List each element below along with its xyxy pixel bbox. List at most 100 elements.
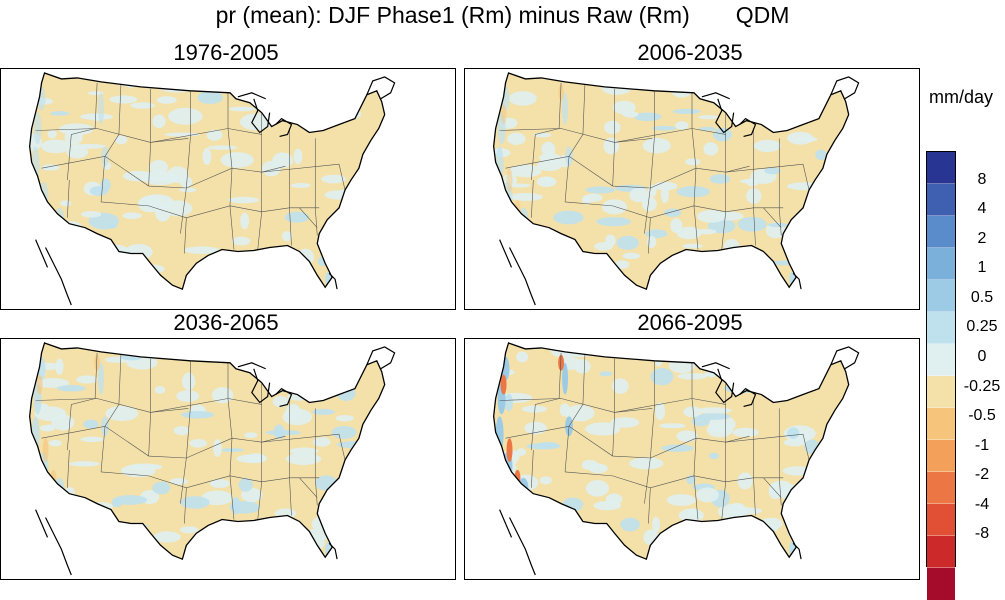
coastline-detail bbox=[251, 98, 271, 134]
state-boundary bbox=[531, 450, 534, 488]
coastline-detail bbox=[35, 239, 49, 268]
anomaly-blob bbox=[793, 89, 825, 106]
colorbar-swatch bbox=[927, 376, 955, 408]
colorbar-label: 2 bbox=[977, 229, 987, 247]
anomaly-blob bbox=[291, 118, 327, 125]
anomaly-blob bbox=[708, 415, 736, 434]
state-boundary bbox=[614, 138, 653, 143]
anomaly-blob bbox=[209, 479, 230, 488]
colorbar-swatch bbox=[927, 152, 955, 184]
anomaly-blob bbox=[650, 368, 674, 386]
map-panel-4 bbox=[464, 338, 920, 580]
anomaly-blob bbox=[676, 186, 710, 198]
state-boundary bbox=[338, 164, 346, 191]
anomaly-blob bbox=[737, 216, 767, 232]
wet-anomaly bbox=[562, 362, 569, 395]
anomaly-blob bbox=[34, 377, 70, 388]
anomaly-blob bbox=[699, 126, 716, 131]
anomaly-blob bbox=[585, 422, 621, 436]
dry-anomaly bbox=[558, 354, 565, 371]
anomaly-blob bbox=[787, 131, 814, 145]
coastline-detail bbox=[792, 542, 802, 560]
anomaly-blob bbox=[234, 354, 254, 361]
coastline-detail bbox=[44, 517, 72, 576]
anomaly-blob bbox=[323, 225, 347, 236]
colorbar-swatch bbox=[927, 248, 955, 280]
anomaly-blob bbox=[59, 221, 83, 233]
colorbar-swatch bbox=[927, 536, 955, 568]
wet-anomaly bbox=[98, 362, 105, 395]
anomaly-blob bbox=[109, 95, 138, 104]
anomaly-blob bbox=[240, 212, 250, 230]
anomaly-blob bbox=[605, 493, 623, 505]
anomaly-blob bbox=[653, 346, 665, 361]
anomaly-blob bbox=[181, 372, 196, 391]
dry-anomaly bbox=[50, 469, 57, 486]
state-boundary bbox=[338, 434, 346, 461]
colorbar-swatch bbox=[927, 216, 955, 248]
anomaly-blob bbox=[336, 385, 356, 401]
state-boundary bbox=[725, 163, 804, 173]
anomaly-blob bbox=[142, 170, 178, 186]
figure-title-main: pr (mean): DJF Phase1 (Rm) minus Raw (Rm… bbox=[215, 2, 690, 28]
colorbar-swatch bbox=[927, 344, 955, 376]
state-boundary bbox=[257, 112, 263, 250]
anomaly-blob bbox=[685, 158, 701, 166]
anomaly-blob bbox=[768, 373, 799, 379]
colorbar-swatch bbox=[927, 184, 955, 216]
anomaly-blob bbox=[509, 91, 537, 106]
anomaly-blob bbox=[581, 459, 599, 471]
anomaly-blob bbox=[30, 488, 48, 504]
coastline-detail bbox=[237, 362, 266, 370]
anomaly-blob bbox=[120, 464, 156, 478]
panel-title-1: 1976-2005 bbox=[173, 40, 279, 65]
dry-anomaly bbox=[500, 374, 507, 395]
anomaly-blob bbox=[581, 195, 592, 205]
anomaly-blob bbox=[93, 519, 108, 527]
state-boundary bbox=[150, 138, 189, 143]
anomaly-blob bbox=[700, 346, 713, 357]
anomaly-blob bbox=[740, 179, 757, 184]
anomaly-blob bbox=[312, 110, 328, 119]
anomaly-blob bbox=[565, 404, 595, 422]
map-panel-3 bbox=[0, 338, 456, 580]
colorbar-label: -8 bbox=[974, 525, 990, 543]
anomaly-blob bbox=[164, 132, 200, 137]
anomaly-blob bbox=[41, 139, 71, 154]
anomaly-blob bbox=[764, 167, 781, 175]
anomaly-blob bbox=[792, 217, 804, 230]
state-boundary bbox=[67, 352, 98, 451]
figure-title: pr (mean): DJF Phase1 (Rm) minus Raw (Rm… bbox=[0, 2, 1005, 29]
state-boundary bbox=[564, 84, 586, 202]
anomaly-blob bbox=[152, 114, 166, 129]
anomaly-blob bbox=[540, 176, 553, 183]
coastline-detail bbox=[366, 76, 396, 100]
anomaly-blob bbox=[238, 478, 253, 492]
anomaly-blob bbox=[777, 119, 791, 127]
anomaly-blob bbox=[285, 403, 301, 421]
anomaly-blob bbox=[60, 200, 72, 207]
anomaly-blob bbox=[236, 454, 267, 463]
coastline-detail bbox=[715, 368, 735, 404]
anomaly-blob bbox=[213, 439, 222, 458]
anomaly-blob bbox=[574, 359, 591, 374]
colorbar-label: 0.25 bbox=[966, 318, 998, 336]
dry-anomaly bbox=[94, 354, 101, 371]
anomaly-blob bbox=[546, 514, 555, 524]
anomaly-blob bbox=[585, 186, 615, 194]
anomaly-blob bbox=[311, 408, 336, 415]
state-boundary bbox=[531, 82, 562, 181]
anomaly-blob bbox=[281, 231, 293, 242]
anomaly-blob bbox=[87, 91, 104, 96]
coastline-detail bbox=[275, 117, 293, 138]
map-panel-2 bbox=[464, 68, 920, 310]
coastline-detail bbox=[366, 346, 396, 370]
anomaly-blob bbox=[55, 244, 80, 259]
anomaly-blob bbox=[509, 192, 543, 201]
colorbar-label: -4 bbox=[974, 495, 990, 513]
dry-anomaly bbox=[506, 438, 513, 462]
anomaly-blob bbox=[197, 90, 223, 105]
anomaly-blob bbox=[787, 427, 800, 439]
anomaly-blob bbox=[646, 235, 657, 249]
anomaly-blob bbox=[615, 260, 630, 269]
